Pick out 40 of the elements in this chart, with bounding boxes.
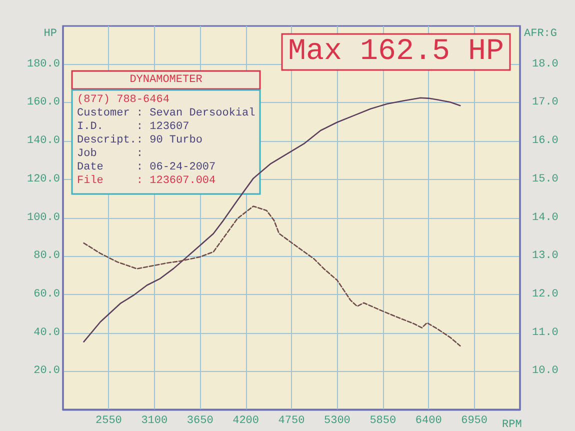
y2-axis-title: AFR:G: [524, 28, 558, 40]
y-tick-label: 180.0: [26, 58, 60, 70]
y2-tick-label: 11.0: [532, 326, 558, 339]
annotation: DYNAMOMETER: [130, 74, 203, 86]
y-tick-label: 140.0: [26, 135, 60, 148]
y-tick-label: 120.0: [26, 173, 60, 186]
x-tick-label: 5850: [370, 415, 396, 427]
annotation: Descript.: 90 Turbo: [77, 134, 202, 146]
line-series: [83, 206, 461, 346]
annotation: Max 162.5 HP: [288, 35, 504, 69]
y2-tick-label: 17.0: [532, 96, 558, 109]
annotation: File : 123607.004: [77, 175, 216, 187]
annotation: Date : 06-24-2007: [77, 162, 216, 174]
y2-tick-label: 13.0: [532, 250, 558, 262]
y-axis-title: HP: [44, 28, 58, 40]
y2-tick-label: 18.0: [532, 58, 558, 70]
x-tick-label: 5300: [324, 415, 350, 427]
x-tick-label: 6950: [461, 415, 488, 427]
annotation: Job :: [77, 148, 144, 160]
x-tick-label: 4200: [232, 415, 260, 427]
x-tick-label: 3650: [186, 415, 214, 427]
annotation: Customer : Sevan Dersookial: [77, 108, 256, 120]
annotation: (877) 788-6464: [77, 94, 170, 106]
y2-tick-label: 14.0: [532, 212, 558, 224]
x-tick-label: 4750: [278, 415, 305, 427]
x-axis-title: RPM: [502, 419, 522, 431]
y2-tick-label: 10.0: [532, 365, 558, 378]
y-tick-label: 160.0: [26, 96, 60, 109]
y-tick-label: 40.0: [34, 326, 60, 339]
y2-tick-label: 12.0: [532, 288, 558, 300]
y2-tick-label: 15.0: [532, 173, 558, 186]
y2-tick-label: 16.0: [532, 135, 558, 148]
y-tick-label: 20.0: [34, 365, 60, 378]
x-tick-label: 3100: [141, 415, 168, 427]
x-tick-label: 2550: [95, 415, 122, 427]
x-tick-label: 6400: [415, 415, 442, 427]
annotation: I.D. : 123607: [77, 121, 190, 133]
y-tick-label: 80.0: [34, 250, 60, 262]
y-tick-label: 100.0: [26, 212, 60, 224]
y-tick-label: 60.0: [34, 288, 60, 300]
